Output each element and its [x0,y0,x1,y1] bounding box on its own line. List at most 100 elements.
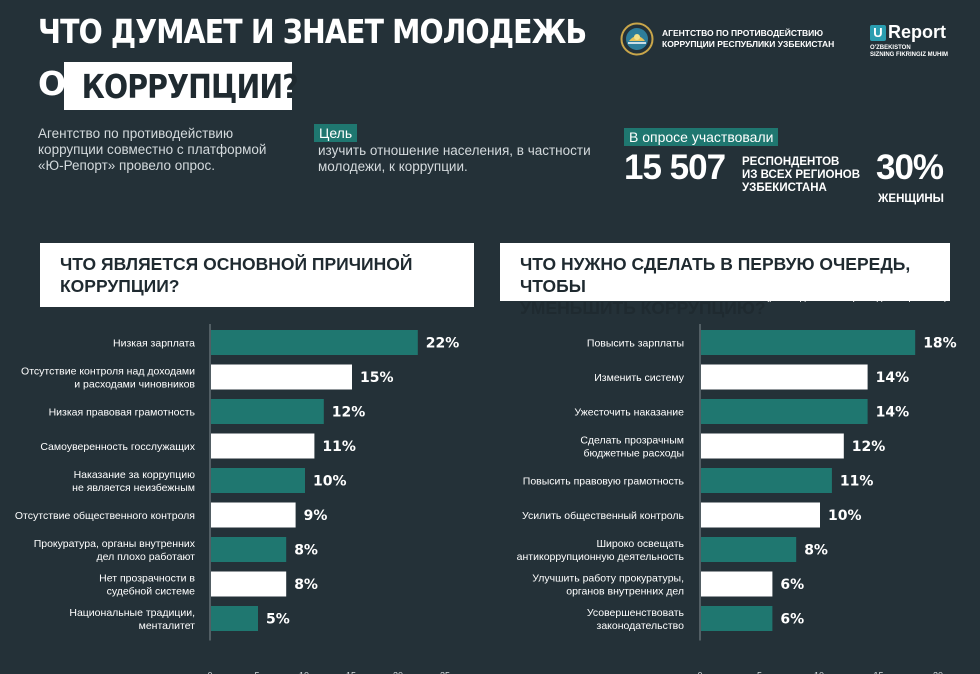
value-label: 14% [876,405,910,421]
respondent-desc-line: ИЗ ВСЕХ РЕГИОНОВ [742,169,860,181]
value-label: 6% [780,577,804,593]
intro-line: Агентство по противодействию [38,126,234,141]
value-label: 12% [332,405,366,421]
bar [211,399,324,424]
bar [211,364,352,390]
bar [211,433,315,459]
women-label: ЖЕНЩИНЫ [878,193,944,205]
value-label: 11% [840,474,874,490]
category-label: Ужесточить наказание [574,407,684,419]
bar [701,537,797,562]
ureport-name: Report [888,22,946,42]
value-label: 15% [360,370,394,386]
x-tick-label: 0 [207,671,212,674]
bar [701,502,820,528]
category-label: законодательство [597,620,685,632]
bar [211,571,287,597]
bar [211,468,305,493]
category-label: судебной системе [107,586,196,598]
respondent-count: 15 507 [624,148,726,187]
category-label: Усилить общественный контроль [522,510,685,522]
ureport-sub-line2: SIZNING FIKRINGIZ MUHIM [870,52,948,58]
intro-line: «Ю-Репорт» провело опрос. [38,158,216,173]
category-label: Отсутствие контроля над доходами [21,366,195,378]
agency-logo-block: АГЕНТСТВО ПО ПРОТИВОДЕЙСТВИЮ КОРРУПЦИИ Р… [620,22,862,56]
goal-text: изучить отношение населения, в частности… [318,143,618,175]
bar [701,364,868,390]
category-label: Отсутствие общественного контроля [15,510,195,522]
category-label: и расходами чиновников [74,379,195,391]
category-label: Низкая зарплата [113,338,195,350]
category-label: Усовершенствовать [587,607,685,619]
category-label: Широко освещать [596,538,684,550]
value-label: 12% [852,439,886,455]
x-tick-label: 5 [254,671,259,674]
ureport-logo: U Report [870,22,948,43]
bar [211,330,418,355]
goal-label: Цель [314,124,358,142]
goal-line: изучить отношение населения, в частности [318,143,591,158]
category-label: Изменить систему [594,372,685,384]
value-label: 10% [313,474,347,490]
intro-line: коррупции совместно с платформой [38,142,267,157]
value-label: 10% [828,508,862,524]
value-label: 6% [780,612,804,628]
x-tick-label: 25 [440,671,450,674]
ureport-u-icon: U [870,24,886,41]
respondent-description: РЕСПОНДЕНТОВ ИЗ ВСЕХ РЕГИОНОВ УЗБЕКИСТАН… [742,156,860,195]
category-label: Низкая правовая грамотность [49,407,196,419]
chart1-title-line1: ЧТО ЯВЛЯЕТСЯ ОСНОВНОЙ ПРИЧИНОЙ [60,254,413,274]
bar [211,502,296,528]
ureport-subtitle: O'ZBEKISTON SIZNING FIKRINGIZ MUHIM [870,45,948,59]
ureport-sub-line1: O'ZBEKISTON [870,45,911,51]
value-label: 18% [923,336,957,352]
bar [701,330,916,355]
category-label: дел плохо работают [97,551,196,563]
x-tick-label: 10 [814,671,824,674]
page-title-o: О [38,64,67,103]
category-label: органов внутренних дел [566,586,684,598]
chart2-title-line2: УМЕНЬШИТЬ КОРРУПЦИЮ? [520,298,766,318]
bar [701,399,868,424]
chart1-title-box: ЧТО ЯВЛЯЕТСЯ ОСНОВНОЙ ПРИЧИНОЙ КОРРУПЦИИ… [40,243,474,307]
value-label: 9% [304,508,328,524]
value-label: 14% [876,370,910,386]
value-label: 8% [804,543,828,559]
x-tick-label: 10 [299,671,309,674]
category-label: не является неизбежным [72,482,195,494]
x-tick-label: 15 [346,671,356,674]
page-title-highlight: КОРРУПЦИИ? [64,62,299,110]
category-label: Повысить зарплаты [587,338,684,350]
category-label: Улучшить работу прокуратуры, [532,573,684,585]
value-label: 5% [266,612,290,628]
respondent-desc-line: РЕСПОНДЕНТОВ [742,156,840,168]
x-tick-label: 20 [393,671,403,674]
value-label: 22% [426,336,460,352]
chart2-note: (респонденты выбирали до 3 вариантов) [766,292,948,303]
x-tick-label: 20 [933,671,943,674]
ureport-logo-block: U Report O'ZBEKISTON SIZNING FIKRINGIZ M… [870,22,948,59]
agency-name-line2: КОРРУПЦИИ РЕСПУБЛИКИ УЗБЕКИСТАН [662,39,835,49]
category-label: менталитет [139,620,196,632]
page-title-highlight-text: КОРРУПЦИИ? [81,67,299,106]
x-tick-label: 15 [873,671,883,674]
category-label: Повысить правовую грамотность [523,476,685,488]
bar [211,537,287,562]
goal-line: молодежи, к коррупции. [318,159,468,174]
agency-seal-icon [620,22,654,56]
category-label: Прокуратура, органы внутренних [34,538,196,550]
category-label: Самоуверенность госслужащих [40,441,195,453]
value-label: 11% [322,439,356,455]
value-label: 8% [294,543,318,559]
value-label: 8% [294,577,318,593]
agency-name: АГЕНТСТВО ПО ПРОТИВОДЕЙСТВИЮ КОРРУПЦИИ Р… [662,28,862,50]
intro-text: Агентство по противодействию коррупции с… [38,126,298,174]
measures-bar-chart: Повысить зарплаты 18% Изменить систему 14% У… [517,324,957,674]
page-title-line1: ЧТО ДУМАЕТ И ЗНАЕТ МОЛОДЕЖЬ [38,12,587,51]
category-label: Национальные традиции, [69,607,195,619]
chart2-title-box: ЧТО НУЖНО СДЕЛАТЬ В ПЕРВУЮ ОЧЕРЕДЬ, ЧТОБ… [500,243,950,318]
causes-bar-chart: Низкая зарплата 22% Отсутствие контроля на… [15,324,460,674]
category-label: Нет прозрачности в [99,573,195,585]
category-label: антикоррупционную деятельность [517,551,685,563]
survey-label: В опросе участвовали [624,128,779,146]
